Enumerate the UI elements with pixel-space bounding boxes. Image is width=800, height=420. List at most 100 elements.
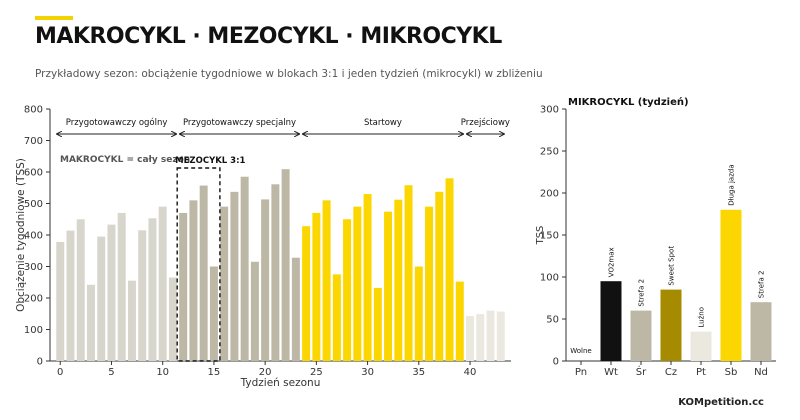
season-bar <box>148 218 157 361</box>
micro-x-tick-label: Pt <box>696 367 706 378</box>
season-bar <box>271 184 280 361</box>
season-bar <box>435 191 444 361</box>
season-bar <box>107 224 116 361</box>
micro-bar <box>720 209 742 361</box>
season-bar <box>414 266 423 361</box>
x-axis-label: Tydzień sezonu <box>240 377 321 389</box>
micro-bar <box>690 331 712 361</box>
season-bar <box>384 211 393 361</box>
phase-label: Przygotowawczy ogólny <box>66 117 168 128</box>
season-bar <box>209 266 218 361</box>
y-tick-label: 100 <box>24 325 43 336</box>
mezocykl-box <box>176 167 221 362</box>
micro-bar <box>600 281 622 361</box>
season-bar <box>127 280 136 361</box>
season-bar <box>343 219 352 361</box>
x-tick-label: 35 <box>412 367 425 378</box>
season-bar <box>76 219 85 361</box>
makrocykl-annotation: MAKROCYKL = cały sezon <box>60 155 190 165</box>
micro-bar-label: VO2max <box>608 247 616 277</box>
y-tick-label: 800 <box>24 105 43 116</box>
brand-label: KOMpetition.cc <box>678 397 764 408</box>
y-tick-label: 300 <box>24 262 43 273</box>
phase-label: Startowy <box>364 118 402 128</box>
y-tick-label: 400 <box>24 231 43 242</box>
x-tick-label: 25 <box>310 367 323 378</box>
season-bar <box>179 212 188 361</box>
season-bar <box>261 199 270 361</box>
season-bar <box>158 206 167 361</box>
season-bar <box>240 176 249 361</box>
x-tick-label: 30 <box>361 367 374 378</box>
season-bar <box>281 169 290 361</box>
season-bar <box>56 241 65 361</box>
y-tick-label: 200 <box>24 294 43 305</box>
season-bar <box>394 199 403 361</box>
season-bar <box>363 194 372 361</box>
x-tick-label: 40 <box>464 367 477 378</box>
micro-x-tick-label: Wt <box>604 367 618 378</box>
micro-bar-label: Luźno <box>698 307 706 328</box>
micro-y-tick-label: 100 <box>540 273 559 284</box>
season-bar <box>455 281 464 361</box>
season-bar <box>199 185 208 361</box>
season-bar <box>496 311 505 361</box>
phase-label: Przygotowawczy specjalny <box>183 118 296 128</box>
micro-x-tick-label: Nd <box>754 367 768 378</box>
season-bar <box>466 315 475 361</box>
micro-bar-label: Strefa 2 <box>758 271 766 299</box>
micro-bar <box>660 289 682 361</box>
season-bar <box>291 257 300 361</box>
season-bar <box>97 236 106 361</box>
page-subtitle: Przykładowy sezon: obciążenie tygodniowe… <box>35 68 543 80</box>
season-bar <box>117 212 126 361</box>
x-tick-label: 10 <box>156 367 169 378</box>
season-bar <box>250 261 259 361</box>
micro-x-tick-label: Cz <box>665 367 677 378</box>
micro-y-tick-label: 0 <box>553 357 559 368</box>
season-bar <box>476 314 485 361</box>
season-bar <box>230 191 239 361</box>
phase-label: Przejściowy <box>461 117 510 128</box>
season-bar <box>168 277 177 361</box>
micro-x-tick-label: Śr <box>636 365 647 378</box>
micro-bar <box>630 310 652 361</box>
season-bar <box>373 287 382 361</box>
season-load-chart: 0 100 200 300 400 500 600 700 800 0 5 10 15 20 25 30 35 4… <box>15 105 511 389</box>
micro-bar <box>750 302 772 361</box>
season-bar <box>66 230 75 361</box>
season-bar <box>425 206 434 361</box>
y-tick-label: 0 <box>37 357 43 368</box>
x-tick-label: 15 <box>208 367 221 378</box>
season-bar <box>353 206 362 361</box>
mezocykl-annotation: MEZOCYKL 3:1 <box>175 156 245 166</box>
season-bar <box>86 284 95 361</box>
micro-y-tick-label: 50 <box>546 315 559 326</box>
season-bar <box>312 212 321 361</box>
season-bar <box>220 206 229 361</box>
micro-y-axis-label: TSS <box>535 226 546 246</box>
micro-bar-label: Sweet Spot <box>668 246 676 286</box>
season-bar <box>445 178 454 361</box>
micro-x-tick-label: Sb <box>725 367 738 378</box>
microcycle-chart: MIKROCYKL (tydzień) 0 50 100 150 200 250 300 TSS… <box>535 96 776 378</box>
accent-bar <box>35 16 73 20</box>
micro-y-tick-label: 150 <box>540 231 559 242</box>
y-tick-label: 500 <box>24 199 43 210</box>
micro-bar-label: Strefa 2 <box>638 279 646 307</box>
microcycle-title: MIKROCYKL (tydzień) <box>568 96 689 108</box>
season-bar <box>404 185 413 361</box>
micro-y-tick-label: 200 <box>540 189 559 200</box>
season-bar <box>322 200 331 361</box>
micro-x-tick-label: Pn <box>575 367 587 378</box>
x-tick-label: 0 <box>57 367 63 378</box>
season-bar <box>302 226 311 361</box>
micro-y-tick-label: 300 <box>540 105 559 116</box>
micro-y-tick-label: 250 <box>540 147 559 158</box>
season-bar <box>486 310 495 361</box>
micro-bar-label: Długa jazda <box>728 164 736 205</box>
season-bar <box>332 274 341 361</box>
y-tick-label: 700 <box>24 136 43 147</box>
season-bar <box>138 230 147 361</box>
